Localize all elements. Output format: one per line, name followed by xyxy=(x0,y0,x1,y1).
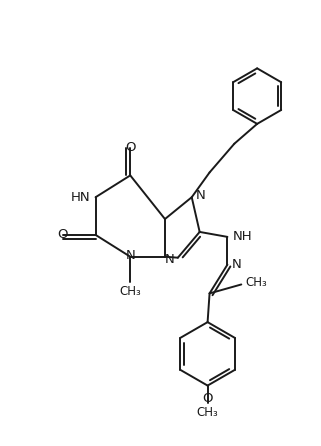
Text: N: N xyxy=(165,253,175,266)
Text: N: N xyxy=(196,189,205,202)
Text: O: O xyxy=(125,141,135,154)
Text: CH₃: CH₃ xyxy=(119,285,141,298)
Text: CH₃: CH₃ xyxy=(197,406,219,419)
Text: NH: NH xyxy=(232,231,252,244)
Text: N: N xyxy=(231,258,241,271)
Text: N: N xyxy=(126,249,135,262)
Text: O: O xyxy=(202,392,213,405)
Text: HN: HN xyxy=(71,191,91,204)
Text: O: O xyxy=(57,228,68,241)
Text: CH₃: CH₃ xyxy=(245,276,267,289)
